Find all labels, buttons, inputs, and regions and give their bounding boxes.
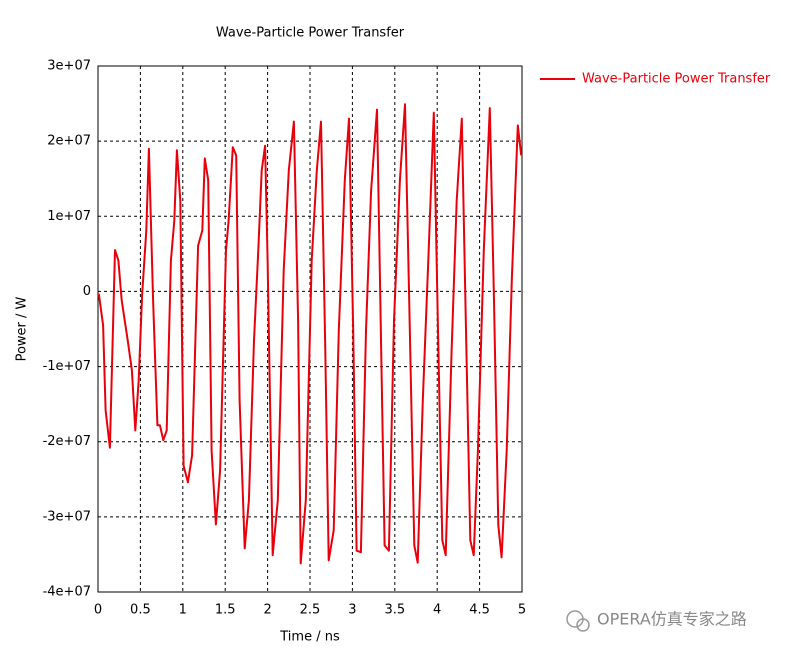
x-tick-label: 2.5: [300, 603, 321, 618]
x-tick-label: 3.5: [384, 603, 405, 618]
x-tick-label: 0: [94, 603, 102, 618]
data-line: [97, 103, 523, 565]
x-tick-label: 5: [518, 603, 526, 618]
x-tick-label: 4.5: [469, 603, 490, 618]
watermark-icon: [566, 610, 590, 632]
y-tick-label: -4e+07: [43, 585, 91, 600]
legend-label: Wave-Particle Power Transfer: [582, 72, 771, 87]
y-tick-label: 1e+07: [47, 209, 91, 224]
y-tick-label: 2e+07: [47, 134, 91, 149]
x-axis-label: Time / ns: [279, 630, 340, 645]
x-tick-label: 3: [348, 603, 356, 618]
x-tick-label: 2: [263, 603, 271, 618]
x-tick-label: 1.5: [215, 603, 236, 618]
y-tick-label: 0: [83, 284, 91, 299]
chart-title: Wave-Particle Power Transfer: [216, 26, 405, 41]
y-tick-label: -3e+07: [43, 509, 91, 524]
y-axis-label: Power / W: [15, 296, 30, 361]
x-tick-label: 0.5: [130, 603, 151, 618]
watermark: OPERA仿真专家之路: [597, 610, 747, 629]
y-tick-label: 3e+07: [47, 59, 91, 74]
y-tick-label: -1e+07: [43, 359, 91, 374]
plot-frame: [97, 65, 523, 593]
x-tick-label: 1: [179, 603, 187, 618]
x-tick-label: 4: [433, 603, 441, 618]
y-tick-label: -2e+07: [43, 434, 91, 449]
